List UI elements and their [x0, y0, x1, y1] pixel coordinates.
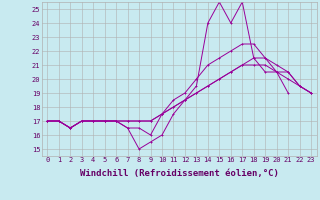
X-axis label: Windchill (Refroidissement éolien,°C): Windchill (Refroidissement éolien,°C)	[80, 169, 279, 178]
